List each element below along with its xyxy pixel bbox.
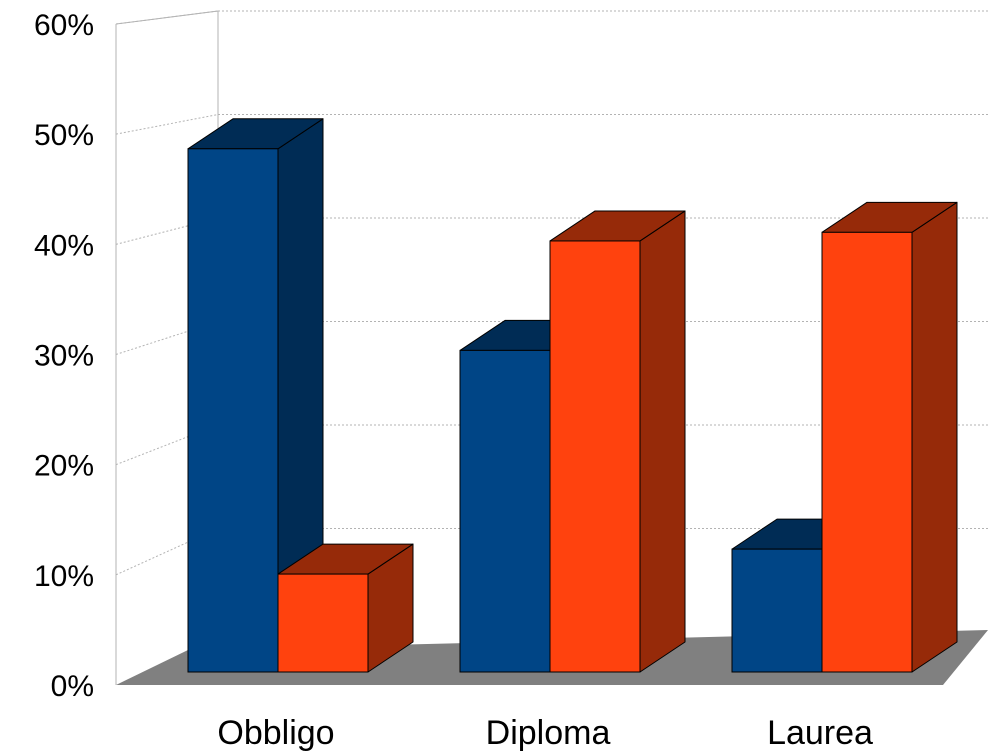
x-category-label: Laurea: [767, 714, 873, 752]
y-tick-label: 10%: [34, 560, 94, 593]
bar-front: [187, 148, 279, 673]
y-tick-label: 40%: [34, 229, 94, 262]
bar-front: [277, 573, 369, 673]
y-axis-tick-labels: 0% 10% 20% 30% 40% 50% 60%: [34, 9, 94, 703]
y-tick-label: 60%: [34, 9, 94, 42]
y-tick-label: 0%: [51, 670, 94, 703]
x-axis-category-labels: Obbligo Diploma Laurea: [217, 714, 873, 752]
bar-front: [459, 349, 551, 673]
bar: [187, 118, 324, 673]
bar-front: [821, 231, 913, 673]
x-category-label: Diploma: [486, 714, 611, 752]
grid-line-side: [115, 114, 219, 135]
x-category-label: Obbligo: [217, 714, 334, 752]
bar-side: [911, 201, 958, 673]
bar-front: [731, 548, 823, 673]
bar: [821, 201, 958, 673]
y-tick-label: 20%: [34, 450, 94, 483]
y-tick-label: 50%: [34, 119, 94, 152]
bars: [187, 118, 958, 673]
bar: [549, 210, 686, 673]
bar-front: [549, 240, 641, 673]
y-tick-label: 30%: [34, 340, 94, 373]
bar-side: [639, 210, 686, 673]
bar: [277, 543, 414, 673]
grid-line-side: [115, 217, 219, 245]
grid-line-side: [115, 10, 219, 25]
